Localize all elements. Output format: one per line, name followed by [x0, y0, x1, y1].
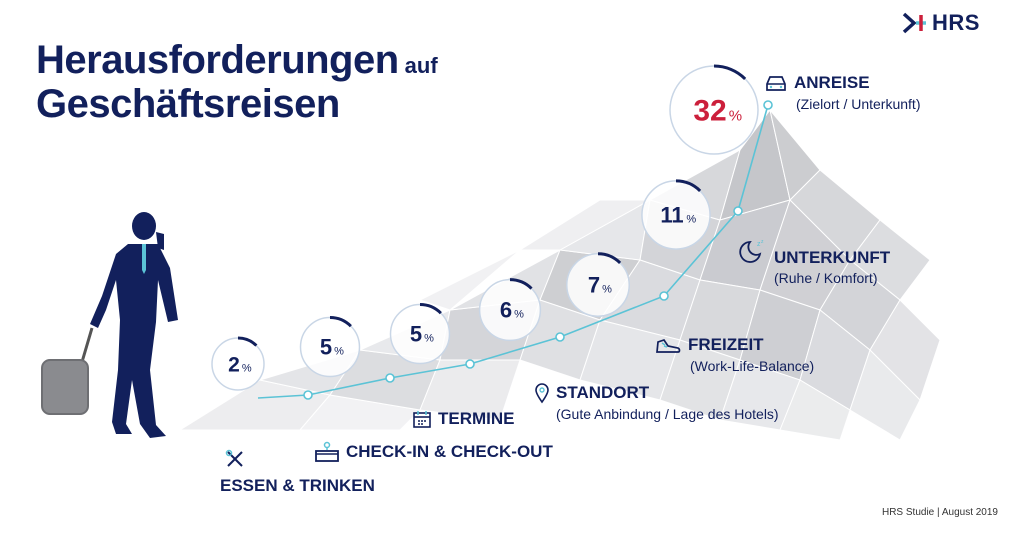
label-freizeit: FREIZEIT (Work-Life-Balance) [654, 334, 814, 374]
mountain-polygons [178, 108, 941, 441]
bubble-fill [479, 279, 541, 341]
data-point [385, 373, 395, 383]
bubble-arc [329, 316, 352, 328]
label-heading: CHECK-IN & CHECK-OUT [346, 442, 553, 461]
bubble-arc [675, 179, 702, 193]
bubble-arc [713, 64, 747, 80]
bubble-fill [641, 180, 711, 250]
sneaker-icon [656, 338, 681, 353]
label-heading: STANDORT [556, 383, 650, 402]
bubble-arc [237, 336, 258, 347]
label-subtitle: (Ruhe / Komfort) [774, 270, 878, 286]
label-anreise: ANREISE (Zielort / Unterkunft) [764, 72, 920, 112]
hrs-logo: HRS [902, 10, 980, 36]
page-title: Herausforderungen auf Geschäftsreisen [36, 40, 438, 124]
label-heading: UNTERKUNFT [774, 248, 891, 267]
bubble-unit: % [334, 346, 344, 358]
data-point [659, 291, 669, 301]
data-point [733, 206, 743, 216]
bubble-unit: % [686, 214, 696, 226]
bubble-fill [390, 304, 450, 364]
bubble-unit: % [729, 108, 742, 125]
map-pin-icon [535, 383, 549, 404]
bubble-unit: % [602, 284, 612, 296]
label-subtitle: (Zielort / Unterkunft) [796, 96, 921, 112]
label-heading: FREIZEIT [688, 335, 764, 354]
moon-icon: z z [739, 239, 764, 263]
series-line [257, 104, 769, 399]
label-termine: TERMINE [412, 409, 515, 429]
svg-text:z: z [757, 241, 761, 248]
bubble-arc [597, 252, 622, 265]
bubble-value: 32 [693, 95, 726, 128]
data-point [555, 332, 565, 342]
utensils-icon [225, 449, 243, 467]
title-line2: Geschäftsreisen [36, 82, 340, 126]
bubble-unit: % [424, 333, 434, 345]
bubble-fill [212, 338, 264, 390]
label-checkin: CHECK-IN & CHECK-OUT [314, 440, 553, 464]
label-subtitle: (Work-Life-Balance) [690, 358, 815, 374]
source-footer: HRS Studie | August 2019 [881, 507, 998, 518]
bubble-value: 2 [228, 353, 240, 376]
bubble-value: 6 [500, 298, 512, 323]
bubble-value: 7 [588, 273, 600, 298]
bubble-value: 11 [660, 203, 683, 228]
label-heading: ANREISE [794, 73, 870, 92]
businessman-silhouette [41, 212, 178, 438]
bubble-fill [566, 253, 630, 317]
label-heading: ESSEN & TRINKEN [220, 476, 375, 495]
hrs-logo-icon [902, 12, 926, 34]
label-standort: STANDORT (Gute Anbindung / Lage des Hote… [534, 382, 779, 422]
bubble-value: 5 [320, 335, 332, 360]
bubble-arc [509, 278, 533, 290]
label-unterkunft: z z UNTERKUNFT (Ruhe / Komfort) [736, 238, 890, 286]
calendar-icon [413, 411, 431, 428]
bubble-fill [300, 317, 360, 377]
label-heading: TERMINE [438, 409, 515, 428]
car-icon [766, 76, 786, 91]
label-subtitle: (Gute Anbindung / Lage des Hotels) [556, 406, 779, 422]
title-line1: Herausforderungen [36, 38, 399, 82]
hrs-logo-text: HRS [932, 10, 980, 35]
bubble-unit: % [242, 362, 252, 374]
svg-text:z: z [761, 239, 764, 245]
data-point [465, 359, 475, 369]
bubble-fill [670, 66, 758, 154]
bubble-value: 5 [410, 322, 422, 347]
data-point [763, 100, 773, 110]
reception-desk-icon [315, 441, 339, 462]
bubble-unit: % [514, 309, 524, 321]
suitcase-icon [41, 327, 94, 415]
label-essen: ESSEN & TRINKEN [220, 448, 375, 496]
bubble-arc [419, 303, 442, 315]
title-line1-suffix: auf [404, 53, 438, 78]
data-point [303, 390, 313, 400]
